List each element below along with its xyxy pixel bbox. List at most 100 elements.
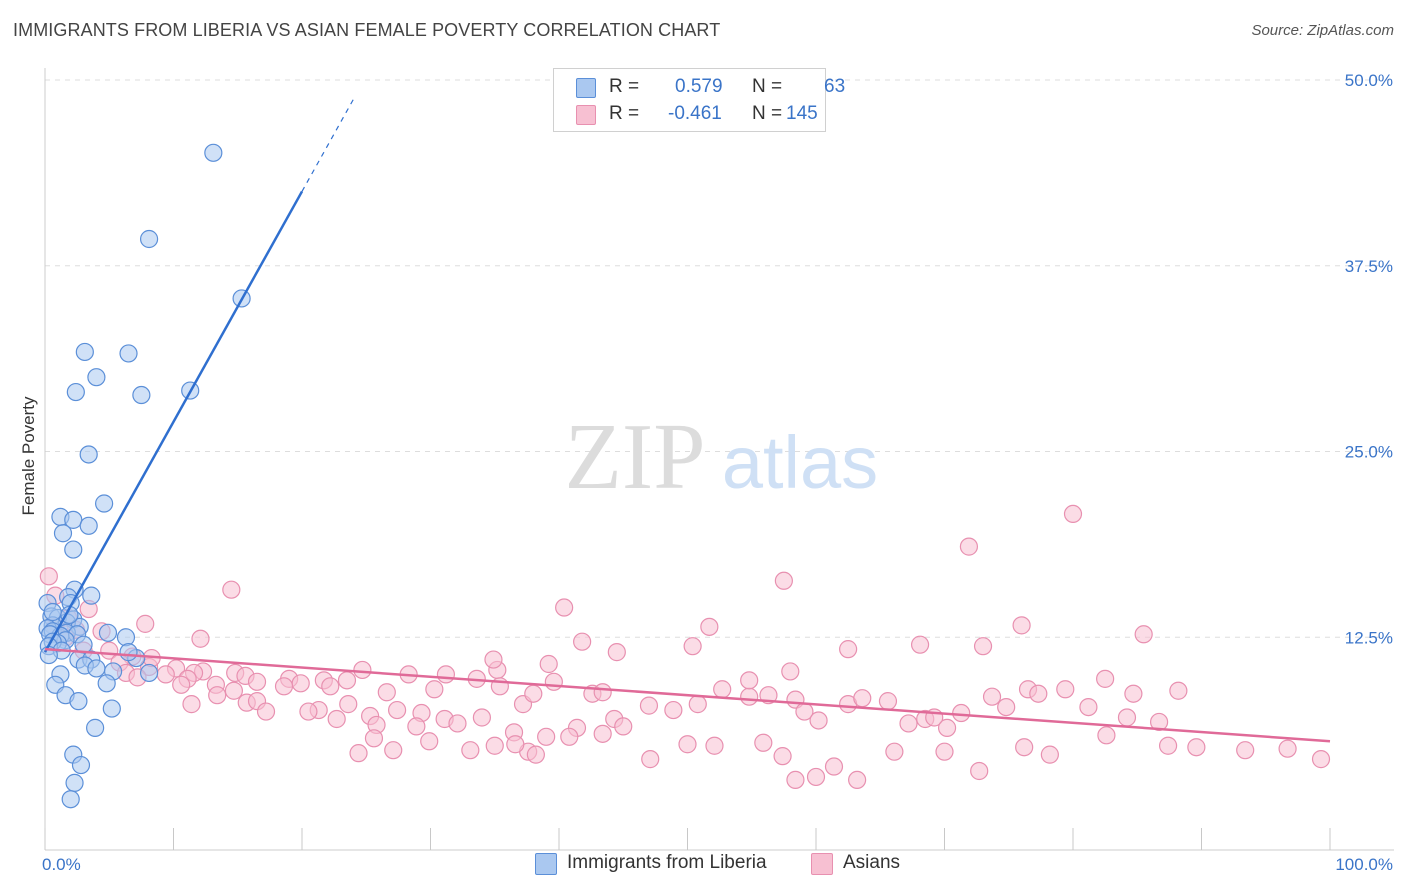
- chart-title: IMMIGRANTS FROM LIBERIA VS ASIAN FEMALE …: [13, 20, 721, 40]
- asians-point: [136, 614, 155, 633]
- asians-point: [809, 711, 828, 730]
- liberia-point: [61, 790, 80, 809]
- liberia-point: [116, 628, 136, 647]
- asians-point: [485, 736, 504, 755]
- liberia-point: [98, 623, 118, 642]
- liberia-point: [102, 699, 121, 718]
- asians-point: [182, 695, 201, 714]
- asians-point: [526, 745, 545, 764]
- asians-point: [848, 770, 867, 790]
- watermark-zip: ZIP: [565, 405, 706, 509]
- x-tick-label: 100.0%: [1335, 855, 1393, 874]
- bottom-legend-liberia-label: Immigrants from Liberia: [567, 852, 767, 873]
- asians-point: [472, 708, 491, 727]
- liberia-point: [86, 718, 105, 737]
- asians-point: [1278, 739, 1297, 758]
- asians-point: [321, 677, 340, 696]
- asians-point: [384, 741, 403, 760]
- liberia-point: [82, 586, 101, 605]
- asians-point: [1012, 616, 1031, 635]
- asians-point: [713, 680, 732, 699]
- asians-point: [853, 689, 872, 708]
- liberia-point: [132, 385, 151, 405]
- liberia-point: [139, 663, 159, 683]
- liberia-point: [119, 344, 138, 363]
- blue-swatch-icon: [576, 78, 596, 98]
- asians-point: [774, 571, 793, 590]
- asians-point: [705, 736, 724, 755]
- asians-trend-line: [44, 647, 1331, 743]
- asians-point: [544, 672, 563, 691]
- liberia-point: [119, 643, 138, 662]
- asians-point: [387, 700, 407, 720]
- legend-r-label: R =: [609, 76, 640, 97]
- liberia-point: [95, 494, 114, 513]
- y-tick-label: 37.5%: [1345, 257, 1393, 276]
- asians-point: [461, 741, 480, 760]
- liberia-point: [79, 516, 98, 535]
- asians-point: [560, 727, 579, 746]
- asians-point: [678, 735, 697, 754]
- asians-point: [1187, 738, 1206, 757]
- y-tick-label: 50.0%: [1345, 71, 1393, 90]
- asians-point: [1134, 625, 1153, 644]
- asians-point: [506, 735, 525, 754]
- asians-point: [222, 580, 241, 599]
- liberia-points: [38, 143, 251, 809]
- asians-point: [1149, 712, 1169, 732]
- asians-point: [1097, 726, 1116, 745]
- liberia-point: [66, 382, 85, 402]
- asians-point: [839, 640, 858, 659]
- tick-labels: 12.5% 25.0% 37.5% 50.0% 0.0% 100.0%: [42, 71, 1393, 874]
- gridlines: [45, 79, 1395, 638]
- liberia-point: [71, 755, 91, 775]
- liberia-point: [87, 368, 106, 387]
- liberia-point: [69, 692, 88, 711]
- asians-point: [786, 770, 805, 790]
- asians-point: [935, 742, 954, 761]
- liberia-point: [139, 229, 159, 249]
- asians-points: [39, 504, 1331, 790]
- asians-point: [1056, 680, 1075, 699]
- asians-point: [1063, 504, 1083, 524]
- trend-lines: [43, 99, 1331, 743]
- asians-point: [899, 714, 918, 733]
- asians-point: [1169, 681, 1188, 700]
- asians-point: [1015, 738, 1034, 757]
- asians-point: [537, 727, 556, 746]
- asians-point: [420, 732, 439, 751]
- asians-point: [349, 744, 368, 763]
- asians-point: [156, 665, 175, 684]
- asians-point: [337, 671, 357, 690]
- asians-point: [291, 674, 310, 693]
- asians-point: [377, 683, 396, 702]
- asians-point: [484, 650, 503, 669]
- asians-point: [806, 767, 826, 787]
- asians-point: [1029, 684, 1048, 703]
- asians-point: [39, 567, 58, 586]
- axes: [44, 68, 1394, 851]
- liberia-point: [97, 674, 116, 693]
- bottom-legend-asians-label: Asians: [843, 852, 901, 873]
- legend-r-value: 0.579: [675, 76, 723, 97]
- asians-point: [256, 702, 276, 721]
- legend-r-value: -0.461: [668, 103, 722, 124]
- asians-point: [639, 696, 659, 715]
- asians-point: [224, 681, 243, 700]
- asians-point: [299, 702, 318, 721]
- asians-point: [327, 709, 346, 729]
- asians-point: [539, 654, 558, 674]
- asians-point: [593, 683, 612, 702]
- liberia-point: [64, 510, 83, 529]
- asians-point: [436, 665, 456, 684]
- asians-point: [885, 742, 904, 761]
- asians-point: [1040, 745, 1059, 764]
- asians-point: [959, 537, 979, 556]
- asians-point: [982, 687, 1002, 706]
- liberia-trend-extension: [301, 99, 354, 192]
- asians-point: [952, 703, 971, 723]
- legend-r-label: R =: [609, 103, 640, 124]
- x-tick-label: 0.0%: [42, 855, 81, 874]
- asians-point: [688, 695, 707, 714]
- liberia-point: [75, 342, 94, 362]
